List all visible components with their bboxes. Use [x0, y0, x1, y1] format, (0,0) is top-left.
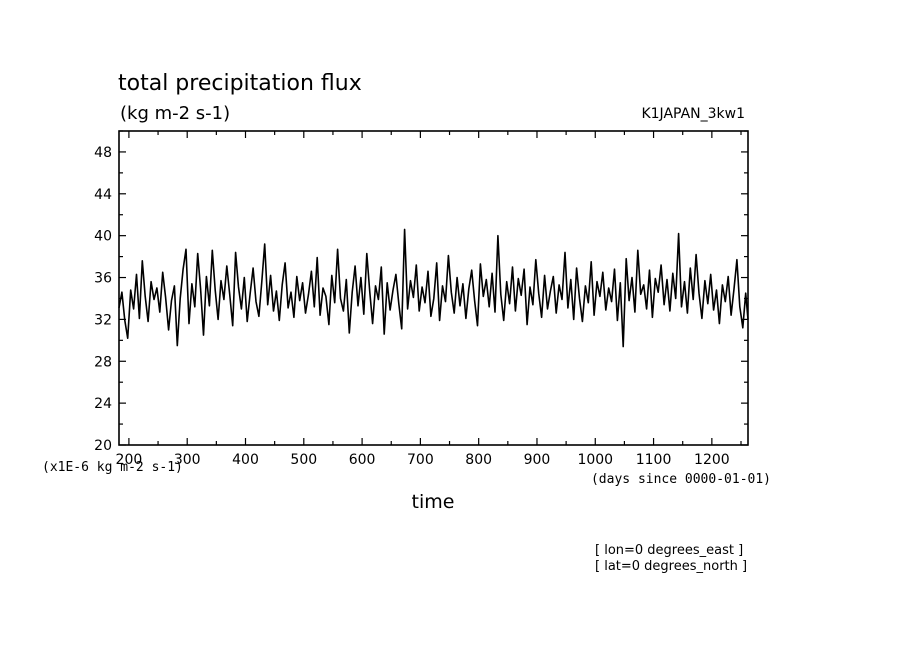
y-tick-label: 28 — [94, 354, 112, 370]
y-tick-label: 36 — [94, 271, 112, 287]
x-tick-label: 1000 — [577, 452, 613, 468]
y-tick-label: 40 — [94, 229, 112, 245]
x-tick-label: 900 — [524, 452, 551, 468]
x-tick-label: 1100 — [636, 452, 672, 468]
series-line — [118, 228, 749, 348]
footer-lat: [ lat=0 degrees_north ] — [595, 559, 747, 574]
x-tick-label: 700 — [407, 452, 434, 468]
chart-subtitle: (kg m-2 s-1) — [120, 103, 230, 124]
x-tick-label: 200 — [116, 452, 143, 468]
dataset-label: K1JAPAN_3kw1 — [641, 106, 745, 122]
x-tick-label: 300 — [174, 452, 201, 468]
chart-title: total precipitation flux — [118, 71, 362, 96]
x-tick-label: 500 — [290, 452, 317, 468]
y-tick-label: 32 — [94, 312, 112, 328]
x-tick-label: 400 — [232, 452, 259, 468]
y-tick-label: 20 — [94, 438, 112, 454]
x-tick-label: 600 — [349, 452, 376, 468]
x-axis-ticks: 200 300 400 500 600 700 800 900 1000 1100 1200 — [116, 131, 742, 468]
x-axis-label: time — [412, 491, 455, 513]
x-units-note: (days since 0000-01-01) — [591, 472, 771, 487]
y-tick-label: 24 — [94, 396, 112, 412]
x-tick-label: 800 — [465, 452, 492, 468]
footer-lon: [ lon=0 degrees_east ] — [595, 543, 743, 558]
y-tick-label: 44 — [94, 187, 112, 203]
y-scale-note: (x1E-6 kg m-2 s-1) — [42, 460, 183, 475]
plot-frame — [118, 130, 749, 446]
x-tick-label: 1200 — [694, 452, 730, 468]
y-axis-ticks: 20 24 28 32 36 40 44 48 — [94, 130, 748, 454]
y-tick-label: 48 — [94, 145, 112, 161]
